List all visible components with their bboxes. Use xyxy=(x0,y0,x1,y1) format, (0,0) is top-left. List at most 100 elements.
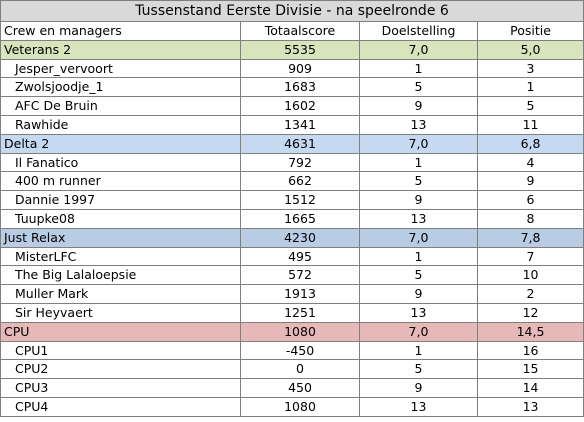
member-position-cell[interactable]: 7 xyxy=(476,246,584,267)
member-position-cell[interactable]: 3 xyxy=(476,58,584,79)
column-header-positie[interactable]: Positie xyxy=(476,21,584,41)
member-name-cell[interactable]: CPU4 xyxy=(0,396,241,417)
member-name-cell[interactable]: Sir Heyvaert xyxy=(0,302,241,323)
member-position-cell[interactable]: 10 xyxy=(476,265,584,286)
column-header-crew[interactable]: Crew en managers xyxy=(0,21,241,41)
member-row: CPU2 0 5 15 xyxy=(0,359,584,380)
member-position-cell[interactable]: 1 xyxy=(476,77,584,98)
member-name-cell[interactable]: The Big Lalaloepsie xyxy=(0,265,241,286)
member-goal-cell[interactable]: 1 xyxy=(359,152,478,173)
member-row: Il Fanatico 792 1 4 xyxy=(0,152,584,173)
member-position-cell[interactable]: 15 xyxy=(476,359,584,380)
team-score-cell[interactable]: 4631 xyxy=(240,133,360,154)
member-goal-cell[interactable]: 9 xyxy=(359,96,478,116)
column-header-totaalscore[interactable]: Totaalscore xyxy=(240,21,360,41)
member-name-cell[interactable]: Muller Mark xyxy=(0,284,241,304)
member-row: Muller Mark 1913 9 2 xyxy=(0,284,584,304)
member-row: Tuupke08 1665 13 8 xyxy=(0,208,584,229)
member-goal-cell[interactable]: 5 xyxy=(359,265,478,286)
member-goal-cell[interactable]: 1 xyxy=(359,246,478,267)
member-row: Jesper_vervoort 909 1 3 xyxy=(0,58,584,79)
team-name-cell[interactable]: Just Relax xyxy=(0,227,241,248)
member-goal-cell[interactable]: 5 xyxy=(359,359,478,380)
member-position-cell[interactable]: 6 xyxy=(476,190,584,210)
member-score-cell[interactable]: 1512 xyxy=(240,190,360,210)
member-score-cell[interactable]: 495 xyxy=(240,246,360,267)
member-goal-cell[interactable]: 1 xyxy=(359,58,478,79)
header-row: Crew en managers Totaalscore Doelstellin… xyxy=(0,21,584,41)
member-position-cell[interactable]: 11 xyxy=(476,114,584,135)
member-score-cell[interactable]: 1913 xyxy=(240,284,360,304)
member-goal-cell[interactable]: 9 xyxy=(359,190,478,210)
team-goal-cell[interactable]: 7,0 xyxy=(359,39,478,60)
member-position-cell[interactable]: 16 xyxy=(476,340,584,361)
team-name-cell[interactable]: Delta 2 xyxy=(0,133,241,154)
team-goal-cell[interactable]: 7,0 xyxy=(359,133,478,154)
member-name-cell[interactable]: Zwolsjoodje_1 xyxy=(0,77,241,98)
member-position-cell[interactable]: 5 xyxy=(476,96,584,116)
team-score-cell[interactable]: 5535 xyxy=(240,39,360,60)
member-goal-cell[interactable]: 13 xyxy=(359,396,478,417)
member-position-cell[interactable]: 12 xyxy=(476,302,584,323)
member-name-cell[interactable]: CPU1 xyxy=(0,340,241,361)
member-score-cell[interactable]: 1341 xyxy=(240,114,360,135)
member-name-cell[interactable]: Jesper_vervoort xyxy=(0,58,241,79)
member-position-cell[interactable]: 9 xyxy=(476,171,584,192)
member-goal-cell[interactable]: 9 xyxy=(359,284,478,304)
member-row: AFC De Bruin 1602 9 5 xyxy=(0,96,584,116)
member-score-cell[interactable]: 1251 xyxy=(240,302,360,323)
team-score-cell[interactable]: 4230 xyxy=(240,227,360,248)
member-score-cell[interactable]: 0 xyxy=(240,359,360,380)
member-name-cell[interactable]: CPU2 xyxy=(0,359,241,380)
member-goal-cell[interactable]: 13 xyxy=(359,208,478,229)
member-goal-cell[interactable]: 13 xyxy=(359,302,478,323)
team-goal-cell[interactable]: 7,0 xyxy=(359,227,478,248)
team-position-cell[interactable]: 7,8 xyxy=(476,227,584,248)
member-score-cell[interactable]: 450 xyxy=(240,378,360,398)
member-position-cell[interactable]: 8 xyxy=(476,208,584,229)
member-goal-cell[interactable]: 9 xyxy=(359,378,478,398)
member-name-cell[interactable]: MisterLFC xyxy=(0,246,241,267)
member-goal-cell[interactable]: 5 xyxy=(359,171,478,192)
member-name-cell[interactable]: 400 m runner xyxy=(0,171,241,192)
team-score-cell[interactable]: 1080 xyxy=(240,321,360,342)
member-position-cell[interactable]: 4 xyxy=(476,152,584,173)
team-name-cell[interactable]: Veterans 2 xyxy=(0,39,241,60)
member-name-cell[interactable]: Il Fanatico xyxy=(0,152,241,173)
member-row: Sir Heyvaert 1251 13 12 xyxy=(0,302,584,323)
team-position-cell[interactable]: 5,0 xyxy=(476,39,584,60)
member-goal-cell[interactable]: 1 xyxy=(359,340,478,361)
member-row: CPU4 1080 13 13 xyxy=(0,396,584,417)
member-score-cell[interactable]: 1080 xyxy=(240,396,360,417)
member-score-cell[interactable]: 572 xyxy=(240,265,360,286)
member-score-cell[interactable]: 1665 xyxy=(240,208,360,229)
member-score-cell[interactable]: 1683 xyxy=(240,77,360,98)
team-position-cell[interactable]: 14,5 xyxy=(476,321,584,342)
team-name-cell[interactable]: CPU xyxy=(0,321,241,342)
team-goal-cell[interactable]: 7,0 xyxy=(359,321,478,342)
team-row: Just Relax 4230 7,0 7,8 xyxy=(0,227,584,248)
member-position-cell[interactable]: 2 xyxy=(476,284,584,304)
member-score-cell[interactable]: 1602 xyxy=(240,96,360,116)
member-score-cell[interactable]: -450 xyxy=(240,340,360,361)
member-goal-cell[interactable]: 5 xyxy=(359,77,478,98)
member-score-cell[interactable]: 792 xyxy=(240,152,360,173)
member-row: Rawhide 1341 13 11 xyxy=(0,114,584,135)
member-name-cell[interactable]: Dannie 1997 xyxy=(0,190,241,210)
member-goal-cell[interactable]: 13 xyxy=(359,114,478,135)
member-position-cell[interactable]: 14 xyxy=(476,378,584,398)
member-row: Zwolsjoodje_1 1683 5 1 xyxy=(0,77,584,98)
team-position-cell[interactable]: 6,8 xyxy=(476,133,584,154)
member-name-cell[interactable]: Tuupke08 xyxy=(0,208,241,229)
member-name-cell[interactable]: Rawhide xyxy=(0,114,241,135)
member-score-cell[interactable]: 662 xyxy=(240,171,360,192)
member-position-cell[interactable]: 13 xyxy=(476,396,584,417)
team-row: CPU 1080 7,0 14,5 xyxy=(0,321,584,342)
member-row: CPU1 -450 1 16 xyxy=(0,340,584,361)
column-header-doelstelling[interactable]: Doelstelling xyxy=(359,21,478,41)
member-score-cell[interactable]: 909 xyxy=(240,58,360,79)
member-name-cell[interactable]: CPU3 xyxy=(0,378,241,398)
member-name-cell[interactable]: AFC De Bruin xyxy=(0,96,241,116)
